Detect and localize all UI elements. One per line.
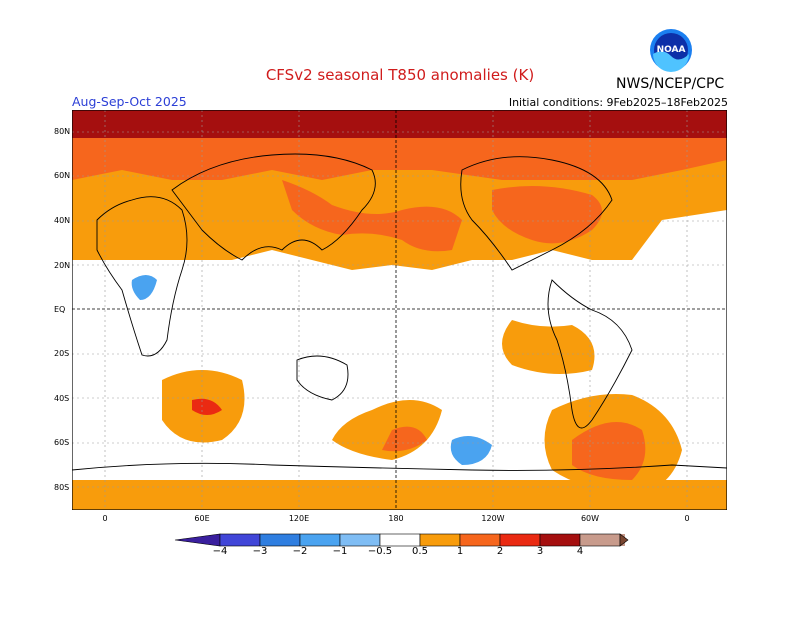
colorbar-label: −4 [212,546,228,557]
lat-label-60n: 60N [54,171,71,180]
colorbar-label: −1 [332,546,348,557]
initial-conditions: Initial conditions: 9Feb2025–18Feb2025 [508,96,728,109]
lat-label-60s: 60S [54,438,70,447]
colorbar-swatch-4 [339,533,381,547]
anomaly-map [72,110,727,510]
colorbar-swatch-1 [219,533,261,547]
lon-label-0: 0 [102,514,108,523]
colorbar-label: −2 [292,546,308,557]
noaa-logo-icon: NOAA [650,29,692,72]
lat-label-40s: 40S [54,394,70,403]
lon-label-120w: 120W [481,514,505,523]
colorbar-swatch-8 [499,533,541,547]
colorbar-label: −3 [252,546,268,557]
colorbar-swatch-3 [299,533,341,547]
colorbar-arrow-left [174,533,221,547]
colorbar-swatch-6 [419,533,461,547]
lon-label-60w: 60W [580,514,600,523]
colorbar [174,533,629,547]
lon-label-60e: 60E [194,514,210,523]
colorbar-label: 2 [496,546,504,557]
colorbar-arrow-right [619,533,629,547]
season-label: Aug-Sep-Oct 2025 [72,94,187,109]
agency-label: NWS/NCEP/CPC [616,76,725,92]
lon-label-120e: 120E [288,514,310,523]
lat-label-eq: EQ [54,305,66,314]
lat-label-80s: 80S [54,483,70,492]
colorbar-swatch-10 [579,533,621,547]
colorbar-swatch-7 [459,533,501,547]
colorbar-label: 3 [536,546,544,557]
colorbar-swatch-9 [539,533,581,547]
lon-label-0-east: 0 [684,514,690,523]
colorbar-label: 0.5 [412,546,428,557]
colorbar-swatch-5 [379,533,421,547]
lon-label-180: 180 [388,514,404,523]
lat-label-40n: 40N [54,216,71,225]
svg-text:NOAA: NOAA [657,45,686,55]
colorbar-label: −0.5 [367,546,393,557]
colorbar-label: 1 [456,546,464,557]
lat-label-20n: 20N [54,261,71,270]
colorbar-swatch-2 [259,533,301,547]
map-title: CFSv2 seasonal T850 anomalies (K) [265,66,535,84]
lat-label-20s: 20S [54,349,70,358]
colorbar-label: 4 [576,546,584,557]
lat-label-80n: 80N [54,127,71,136]
